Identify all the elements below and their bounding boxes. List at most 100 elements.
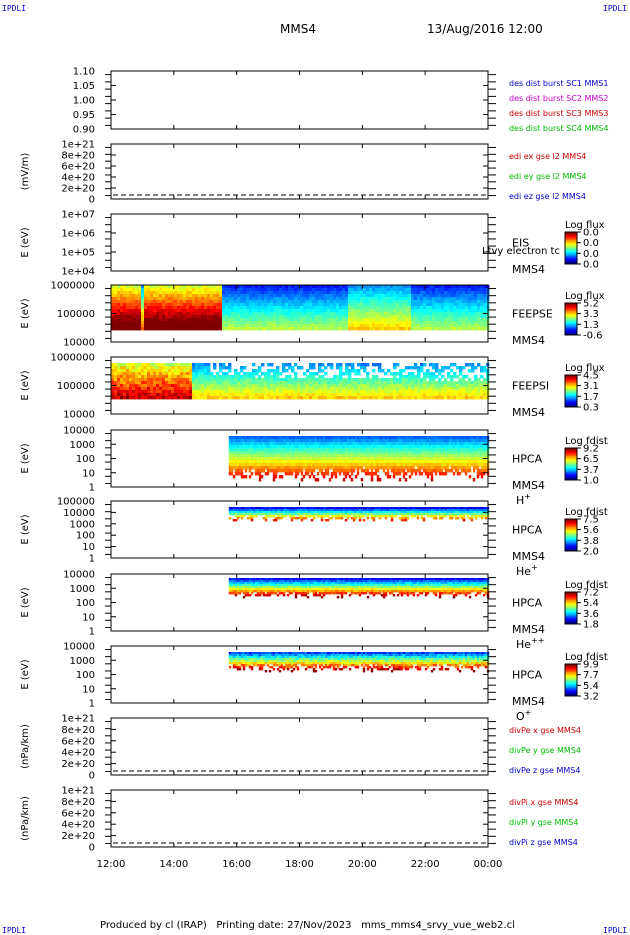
spectrogram-cell <box>468 381 471 384</box>
spectrogram-cell <box>330 393 333 396</box>
spectrogram-cell <box>420 387 423 390</box>
spectrogram-cell <box>288 288 291 291</box>
spectrogram-cell <box>267 327 270 330</box>
spectrogram-cell <box>237 285 240 288</box>
spectrogram-cell <box>246 387 249 390</box>
spectrogram-cell <box>156 384 159 387</box>
spectrogram-cell <box>207 363 210 366</box>
spectrogram-cell <box>111 294 114 297</box>
spectrogram-cell <box>390 315 393 318</box>
spectrogram-cell <box>480 396 483 399</box>
spectrogram-cell <box>324 321 327 324</box>
spectrogram-cell <box>243 306 246 309</box>
spectrogram-cell <box>231 294 234 297</box>
spectrogram-cell <box>441 318 444 321</box>
spectrogram-cell <box>435 315 438 318</box>
spectrogram-cell <box>231 321 234 324</box>
spectrogram-cell <box>150 291 153 294</box>
spectrogram-cell <box>330 288 333 291</box>
spectrogram-cell <box>375 381 378 384</box>
spectrogram-cell <box>453 387 456 390</box>
spectrogram-cell <box>285 312 288 315</box>
spectrogram-cell <box>342 285 345 288</box>
spectrogram-cell <box>273 318 276 321</box>
spectrogram-cell <box>177 285 180 288</box>
spectrogram-cell <box>291 396 294 399</box>
spectrogram-cell <box>474 321 477 324</box>
spectrogram-cell <box>330 390 333 393</box>
spectrogram-cell <box>321 363 324 366</box>
spectrogram-cell <box>438 315 441 318</box>
spectrogram-cell <box>264 318 267 321</box>
spectrogram-cell <box>147 387 150 390</box>
spectrogram-cell <box>144 393 147 396</box>
spectrogram-cell <box>309 303 312 306</box>
spectrogram-cell <box>222 312 225 315</box>
spectrogram-cell <box>138 387 141 390</box>
spectrogram-cell <box>282 288 285 291</box>
spectrogram-cell <box>162 285 165 288</box>
spectrogram-cell <box>342 312 345 315</box>
spectrogram-cell <box>360 288 363 291</box>
spectrogram-cell <box>207 384 210 387</box>
spectrogram-cell <box>393 294 396 297</box>
spectrogram-cell <box>393 324 396 327</box>
spectrogram-cell <box>402 294 405 297</box>
spectrogram-cell <box>456 393 459 396</box>
spectrogram-cell <box>198 378 201 381</box>
spectrogram-cell <box>426 318 429 321</box>
spectrogram-cell <box>330 384 333 387</box>
spectrogram-cell <box>180 363 183 366</box>
spectrogram-cell <box>126 372 129 375</box>
spectrogram-cell <box>387 309 390 312</box>
spectrogram-cell <box>432 393 435 396</box>
spectrogram-cell <box>309 381 312 384</box>
spectrogram-cell <box>351 315 354 318</box>
spectrogram-cell <box>288 366 291 369</box>
spectrogram-cell <box>417 324 420 327</box>
spectrogram-cell <box>159 309 162 312</box>
spectrogram-cell <box>438 297 441 300</box>
spectrogram-cell <box>246 315 249 318</box>
spectrogram-cell <box>204 318 207 321</box>
spectrogram-cell <box>456 300 459 303</box>
spectrogram-cell <box>156 291 159 294</box>
spectrogram-cell <box>411 378 414 381</box>
spectrogram-cell <box>156 324 159 327</box>
spectrogram-cell <box>375 297 378 300</box>
spectrogram-cell <box>240 393 243 396</box>
spectrogram-cell <box>180 303 183 306</box>
spectrogram-cell <box>345 297 348 300</box>
spectrogram-cell <box>171 303 174 306</box>
spectrogram-cell <box>384 309 387 312</box>
spectrogram-cell <box>234 294 237 297</box>
spectrogram-cell <box>219 297 222 300</box>
spectrogram-cell <box>300 288 303 291</box>
spectrogram-cell <box>300 300 303 303</box>
spectrogram-cell <box>456 312 459 315</box>
spectrogram-cell <box>177 306 180 309</box>
spectrogram-cell <box>141 297 144 300</box>
spectrogram-cell <box>333 327 336 330</box>
spectrogram-cell <box>468 324 471 327</box>
spectrogram-cell <box>273 369 276 372</box>
spectrogram-cell <box>168 285 171 288</box>
spectrogram-cell <box>411 381 414 384</box>
spectrogram-cell <box>279 381 282 384</box>
spectrogram-cell <box>336 309 339 312</box>
spectrogram-cell <box>120 321 123 324</box>
spectrogram-cell <box>225 327 228 330</box>
spectrogram-cell <box>405 387 408 390</box>
spectrogram-cell <box>153 285 156 288</box>
spectrogram-cell <box>474 381 477 384</box>
spectrogram-cell <box>216 285 219 288</box>
spectrogram-cell <box>168 327 171 330</box>
spectrogram-cell <box>264 291 267 294</box>
spectrogram-cell <box>348 306 351 309</box>
spectrogram-cell <box>312 291 315 294</box>
spectrogram-cell <box>474 384 477 387</box>
spectrogram-cell <box>279 315 282 318</box>
spectrogram-cell <box>330 363 333 366</box>
spectrogram-cell <box>111 297 114 300</box>
spectrogram-cell <box>204 309 207 312</box>
